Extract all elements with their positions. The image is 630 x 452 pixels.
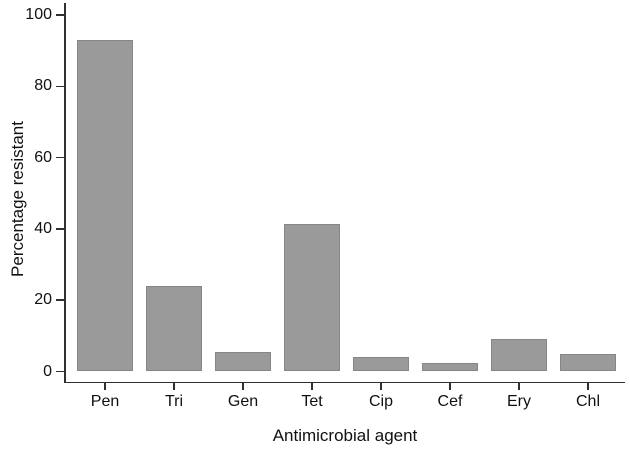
y-axis-tick	[56, 228, 64, 230]
x-axis-tick-label: Cef	[437, 393, 463, 410]
y-axis-tick	[56, 14, 64, 16]
bar-pen	[77, 39, 133, 372]
bar-ery	[491, 339, 547, 372]
x-axis-tick	[587, 381, 589, 390]
x-axis-tick-label: Tet	[301, 393, 323, 410]
y-axis-line	[64, 3, 66, 383]
x-axis-line	[64, 381, 625, 383]
x-axis-tick	[380, 381, 382, 390]
x-axis-tick	[311, 381, 313, 390]
y-axis-tick	[56, 156, 64, 159]
y-axis-tick	[56, 299, 64, 301]
bar-chl	[560, 353, 616, 372]
x-axis-tick-label: Chl	[575, 393, 600, 410]
y-axis-tick-label: 60	[34, 148, 52, 166]
y-axis-tick-label: 40	[34, 219, 52, 237]
x-axis-tick	[449, 381, 451, 390]
x-axis-tick-label: Gen	[227, 393, 259, 410]
bar-tri	[146, 285, 202, 372]
y-axis-tick-label: 100	[25, 6, 52, 23]
x-axis-tick-label: Tri	[164, 393, 184, 410]
x-axis-tick	[242, 381, 244, 390]
x-axis-tick-label: Pen	[90, 393, 120, 410]
bar-cip	[353, 357, 409, 372]
y-axis-tick	[56, 85, 64, 88]
y-axis-tick	[56, 370, 64, 373]
x-axis-tick-label: Ery	[507, 393, 531, 410]
x-axis-tick	[518, 381, 520, 390]
bar-cef	[422, 362, 478, 372]
bar-tet	[284, 223, 340, 372]
x-axis-tick-label: Cip	[368, 393, 393, 410]
y-axis-tick-label: 80	[34, 77, 52, 95]
y-axis-title: Percentage resistant	[8, 121, 27, 277]
y-axis-tick-label: 0	[43, 362, 52, 380]
x-axis-tick	[173, 381, 175, 390]
x-axis-tick	[104, 381, 106, 390]
bar-gen	[215, 351, 271, 372]
y-axis-tick-label: 20	[34, 291, 52, 309]
x-axis-title: Antimicrobial agent	[272, 426, 418, 445]
